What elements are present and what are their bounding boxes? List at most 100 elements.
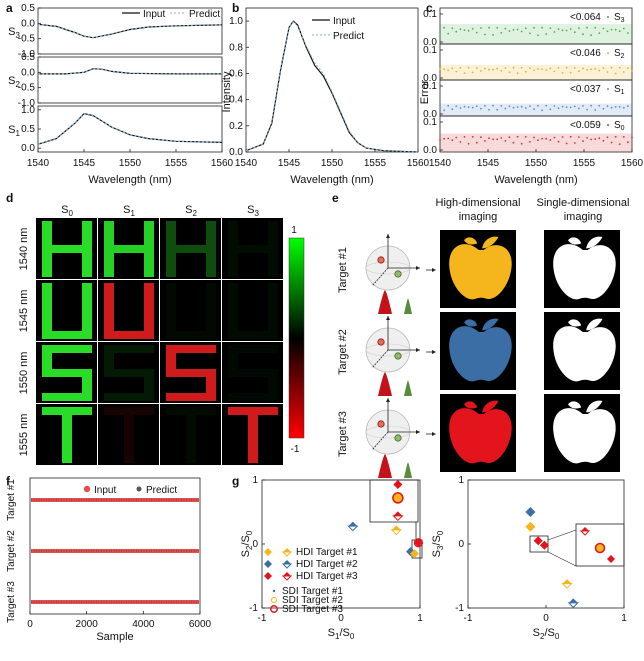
panel-c-series-label: S2	[614, 48, 625, 60]
panel-c-series-sub: 1	[621, 89, 625, 96]
ylabel-sub2: 0	[436, 530, 445, 535]
panel-d-glyph-pixel	[196, 331, 206, 339]
panel-d-glyph-pixel	[238, 345, 248, 353]
panel-c-point	[631, 108, 633, 110]
panel-d-glyph-pixel	[268, 345, 278, 353]
sphere-point	[377, 256, 385, 264]
panel-d-glyph-pixel	[144, 261, 154, 269]
panel-b-xlabel: Wavelength (nm)	[290, 174, 373, 186]
panel-c-point	[618, 66, 621, 69]
panel-d-glyph-pixel	[206, 299, 216, 307]
panel-d-col-header: S0	[61, 204, 73, 218]
panel-d-glyph-pixel	[268, 283, 278, 291]
panel-c-point	[496, 138, 499, 141]
panel-a-axes-box	[37, 56, 223, 104]
panel-d-glyph-pixel	[144, 407, 154, 415]
panel-letter-g: g	[232, 474, 239, 488]
panel-g-left-ytick-label: 1	[252, 475, 258, 486]
panel-c-point	[590, 34, 592, 37]
panel-f-xtick-label: 6000	[189, 619, 212, 630]
panel-d-glyph-pixel	[166, 283, 176, 291]
panel-c-point	[451, 139, 454, 142]
apple-leaf	[482, 236, 499, 249]
panel-d-glyph-pixel	[228, 315, 238, 323]
panel-c-point	[606, 71, 609, 73]
panel-c-point	[627, 141, 629, 144]
panel-d-glyph-pixel	[82, 331, 92, 339]
panel-d-glyph-pixel	[248, 455, 258, 463]
panel-d-glyph-pixel	[144, 369, 154, 377]
hdi-target-2-point	[525, 507, 536, 517]
panel-c-point	[500, 31, 503, 34]
panel-d-glyph-pixel	[42, 345, 52, 353]
panel-c-point	[561, 105, 564, 108]
panel-c-point	[578, 70, 580, 73]
panel-c-point	[529, 32, 531, 35]
panel-c-point	[459, 28, 462, 31]
panel-d-glyph-pixel	[72, 393, 82, 401]
panel-d-glyph-pixel	[196, 345, 206, 353]
panel-d-glyph-pixel	[82, 237, 92, 245]
panel-c-point	[459, 66, 462, 69]
panel-d-glyph-pixel	[228, 237, 238, 245]
panel-a-ytick-label: 0.0	[21, 67, 35, 78]
panel-a-ytick-label: 0.0	[21, 18, 35, 29]
panel-d-glyph-pixel	[196, 407, 206, 415]
panel-a: a 0.50.0-0.5-1.0S30.50.0-0.5-1.0S21.00.5…	[6, 1, 234, 186]
panel-d-glyph-pixel	[82, 221, 92, 229]
panel-d-glyph-pixel	[124, 423, 134, 431]
panel-d-glyph-pixel	[82, 345, 92, 353]
panel-d-glyph-pixel	[104, 315, 114, 323]
panel-d-glyph-pixel	[72, 369, 82, 377]
legend-marker-half-top	[283, 560, 291, 564]
panel-d-glyph-pixel	[258, 331, 268, 339]
panel-d-glyph-pixel	[258, 245, 268, 253]
panel-c-point	[447, 32, 450, 35]
panel-g-right-zoom-box	[529, 535, 549, 553]
panel-c-point	[475, 67, 478, 69]
panel-d-glyph-pixel	[72, 407, 82, 415]
panel-c-point	[618, 105, 621, 108]
legend-label: HDI Target #2	[296, 559, 358, 570]
panel-c-point	[586, 137, 588, 139]
panel-d-glyph-pixel	[42, 291, 52, 299]
panel-d-glyph-pixel	[42, 221, 52, 229]
panel-d-glyph-pixel	[144, 393, 154, 401]
panel-d-glyph-pixel	[62, 331, 72, 339]
panel-c-point	[602, 107, 605, 110]
inset-half-point-top	[581, 527, 589, 531]
panel-d-glyph-pixel	[268, 245, 278, 253]
panel-b-xtick-label: 1550	[321, 158, 344, 169]
panel-c-point	[631, 136, 633, 139]
panel-d-glyph-pixel	[134, 393, 144, 401]
xlabel-sep: /S	[544, 627, 554, 639]
hdi-target-1-half-point-top	[562, 579, 572, 584]
hdi-target-3-full-point	[413, 538, 423, 548]
ylabel-sub1: 3	[436, 545, 445, 550]
panel-d-glyph-pixel	[104, 345, 114, 353]
panel-c-point	[553, 136, 556, 139]
panel-b-axes-box	[245, 7, 419, 153]
panel-d-glyph-pixel	[166, 299, 176, 307]
panel-c-ytick-label: 0.0	[423, 73, 437, 84]
panel-d-glyph-pixel	[42, 315, 52, 323]
panel-d-glyph-pixel	[206, 315, 216, 323]
panel-g-right-inset	[575, 523, 625, 567]
panel-d-glyph-pixel	[82, 323, 92, 331]
sdi-target-3-marker	[392, 492, 404, 504]
legend-input-label: Input	[94, 485, 116, 496]
ylabel-base: S	[240, 550, 252, 557]
panel-c-point	[492, 104, 494, 107]
panel-g-left-ytick-label: -1	[249, 603, 258, 614]
panel-d-col-header-sub: 1	[130, 209, 135, 218]
panel-c-point	[541, 109, 543, 112]
panel-d-glyph-pixel	[248, 345, 258, 353]
panel-c-point	[524, 107, 527, 109]
panel-c-point	[529, 141, 531, 143]
panel-c-point	[529, 67, 531, 70]
panel-d-row-label: 1545 nm	[18, 290, 30, 333]
panel-d-glyph-pixel	[104, 269, 114, 277]
panel-d-glyph-pixel	[62, 455, 72, 463]
panel-c-ytick-label: 0.1	[423, 117, 437, 128]
panel-b-xtick-label: 1555	[364, 158, 387, 169]
